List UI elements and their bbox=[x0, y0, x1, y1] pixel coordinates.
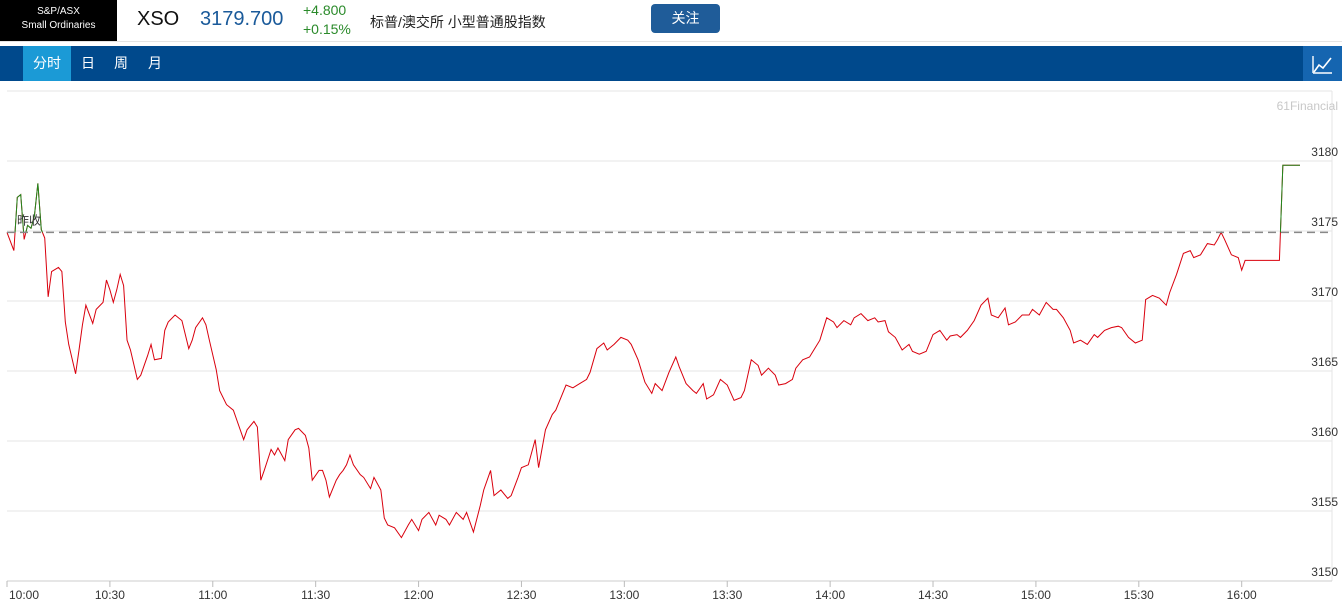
x-tick-label: 11:00 bbox=[198, 588, 227, 602]
follow-button[interactable]: 关注 bbox=[651, 4, 720, 33]
y-tick-label: 3170 bbox=[1311, 285, 1338, 299]
price-line bbox=[6, 164, 1300, 539]
tab[interactable]: 分时 bbox=[23, 46, 71, 81]
tab[interactable]: 周 bbox=[114, 55, 128, 71]
watermark: 61Financial bbox=[1277, 99, 1338, 113]
x-tick-label: 13:00 bbox=[609, 588, 639, 602]
price-line-above bbox=[7, 164, 1300, 233]
tab[interactable]: 日 bbox=[81, 55, 95, 71]
x-tick-label: 15:00 bbox=[1021, 588, 1051, 602]
index-name: S&P/ASX bbox=[37, 6, 80, 17]
x-tick-label: 14:00 bbox=[815, 588, 845, 602]
index-badge: S&P/ASX Small Ordinaries bbox=[0, 0, 117, 41]
y-tick-label: 3180 bbox=[1311, 145, 1338, 159]
y-tick-label: 3155 bbox=[1311, 495, 1338, 509]
x-tick-label: 12:00 bbox=[404, 588, 434, 602]
index-full-name: 标普/澳交所 小型普通股指数 bbox=[370, 14, 546, 30]
x-tick-label: 11:30 bbox=[301, 588, 330, 602]
y-tick-label: 3165 bbox=[1311, 355, 1338, 369]
chart-icon bbox=[1312, 56, 1332, 74]
x-tick-label: 12:30 bbox=[506, 588, 536, 602]
price: 3179.700 bbox=[200, 8, 284, 30]
x-tick-label: 10:00 bbox=[9, 588, 39, 602]
x-tick-label: 14:30 bbox=[918, 588, 948, 602]
x-tick-label: 10:30 bbox=[95, 588, 125, 602]
index-name: Small Ordinaries bbox=[21, 20, 96, 31]
prev-close-label: 昨收 bbox=[17, 213, 41, 227]
y-tick-label: 3175 bbox=[1311, 215, 1338, 229]
change-pct: +0.15% bbox=[303, 21, 351, 37]
y-tick-label: 3160 bbox=[1311, 425, 1338, 439]
y-tick-label: 3150 bbox=[1311, 565, 1338, 579]
change: +4.800 bbox=[303, 2, 347, 18]
x-tick-label: 15:30 bbox=[1124, 588, 1154, 602]
divider bbox=[0, 41, 1342, 42]
chart-icon-button[interactable] bbox=[1303, 46, 1342, 81]
x-tick-label: 16:00 bbox=[1227, 588, 1257, 602]
tab-bar: 分时 日 周 月 bbox=[0, 46, 1342, 81]
symbol: XSO bbox=[137, 8, 180, 30]
x-tick-label: 13:30 bbox=[712, 588, 742, 602]
tab[interactable]: 月 bbox=[148, 55, 162, 71]
